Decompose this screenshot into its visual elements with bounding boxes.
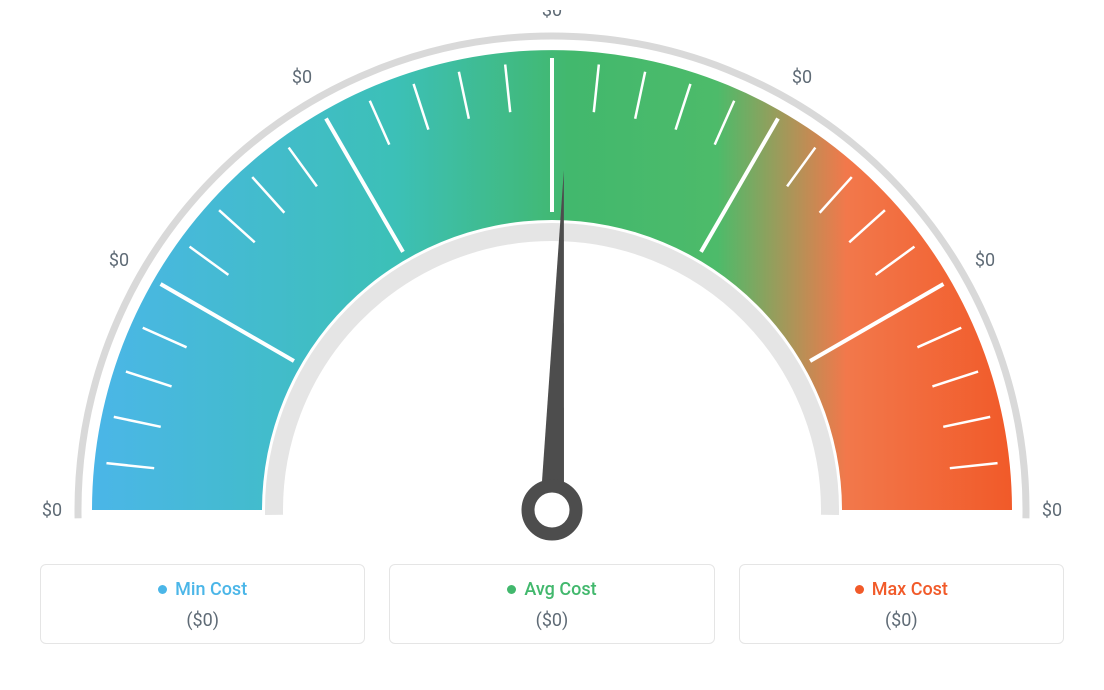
legend-card-max: Max Cost ($0) bbox=[739, 564, 1064, 644]
legend-dot-max bbox=[855, 585, 864, 594]
legend-label-row: Max Cost bbox=[752, 579, 1051, 600]
legend-label-min: Min Cost bbox=[175, 579, 247, 600]
legend-value-max: ($0) bbox=[752, 610, 1051, 631]
gauge-tick-label: $0 bbox=[542, 10, 562, 21]
legend-label-row: Min Cost bbox=[53, 579, 352, 600]
legend-value-min: ($0) bbox=[53, 610, 352, 631]
legend-label-avg: Avg Cost bbox=[524, 579, 596, 600]
legend-dot-min bbox=[158, 585, 167, 594]
legend-label-row: Avg Cost bbox=[402, 579, 701, 600]
gauge-tick-label: $0 bbox=[42, 500, 62, 521]
legend-dot-avg bbox=[507, 585, 516, 594]
gauge-hub bbox=[528, 486, 576, 534]
gauge-tick-label: $0 bbox=[292, 67, 312, 88]
legend-value-avg: ($0) bbox=[402, 610, 701, 631]
gauge-chart: $0 $0 $0 $0 $0 $0 $0 bbox=[0, 0, 1104, 560]
legend-card-min: Min Cost ($0) bbox=[40, 564, 365, 644]
legend-row: Min Cost ($0) Avg Cost ($0) Max Cost ($0… bbox=[0, 564, 1104, 644]
legend-card-avg: Avg Cost ($0) bbox=[389, 564, 714, 644]
legend-label-max: Max Cost bbox=[872, 579, 948, 600]
gauge-tick-label: $0 bbox=[1042, 500, 1062, 521]
gauge-tick-label: $0 bbox=[975, 250, 995, 271]
gauge-needle bbox=[540, 170, 564, 510]
gauge-tick-label: $0 bbox=[792, 67, 812, 88]
gauge-svg: $0 $0 $0 $0 $0 $0 $0 bbox=[22, 10, 1082, 570]
gauge-tick-label: $0 bbox=[109, 250, 129, 271]
